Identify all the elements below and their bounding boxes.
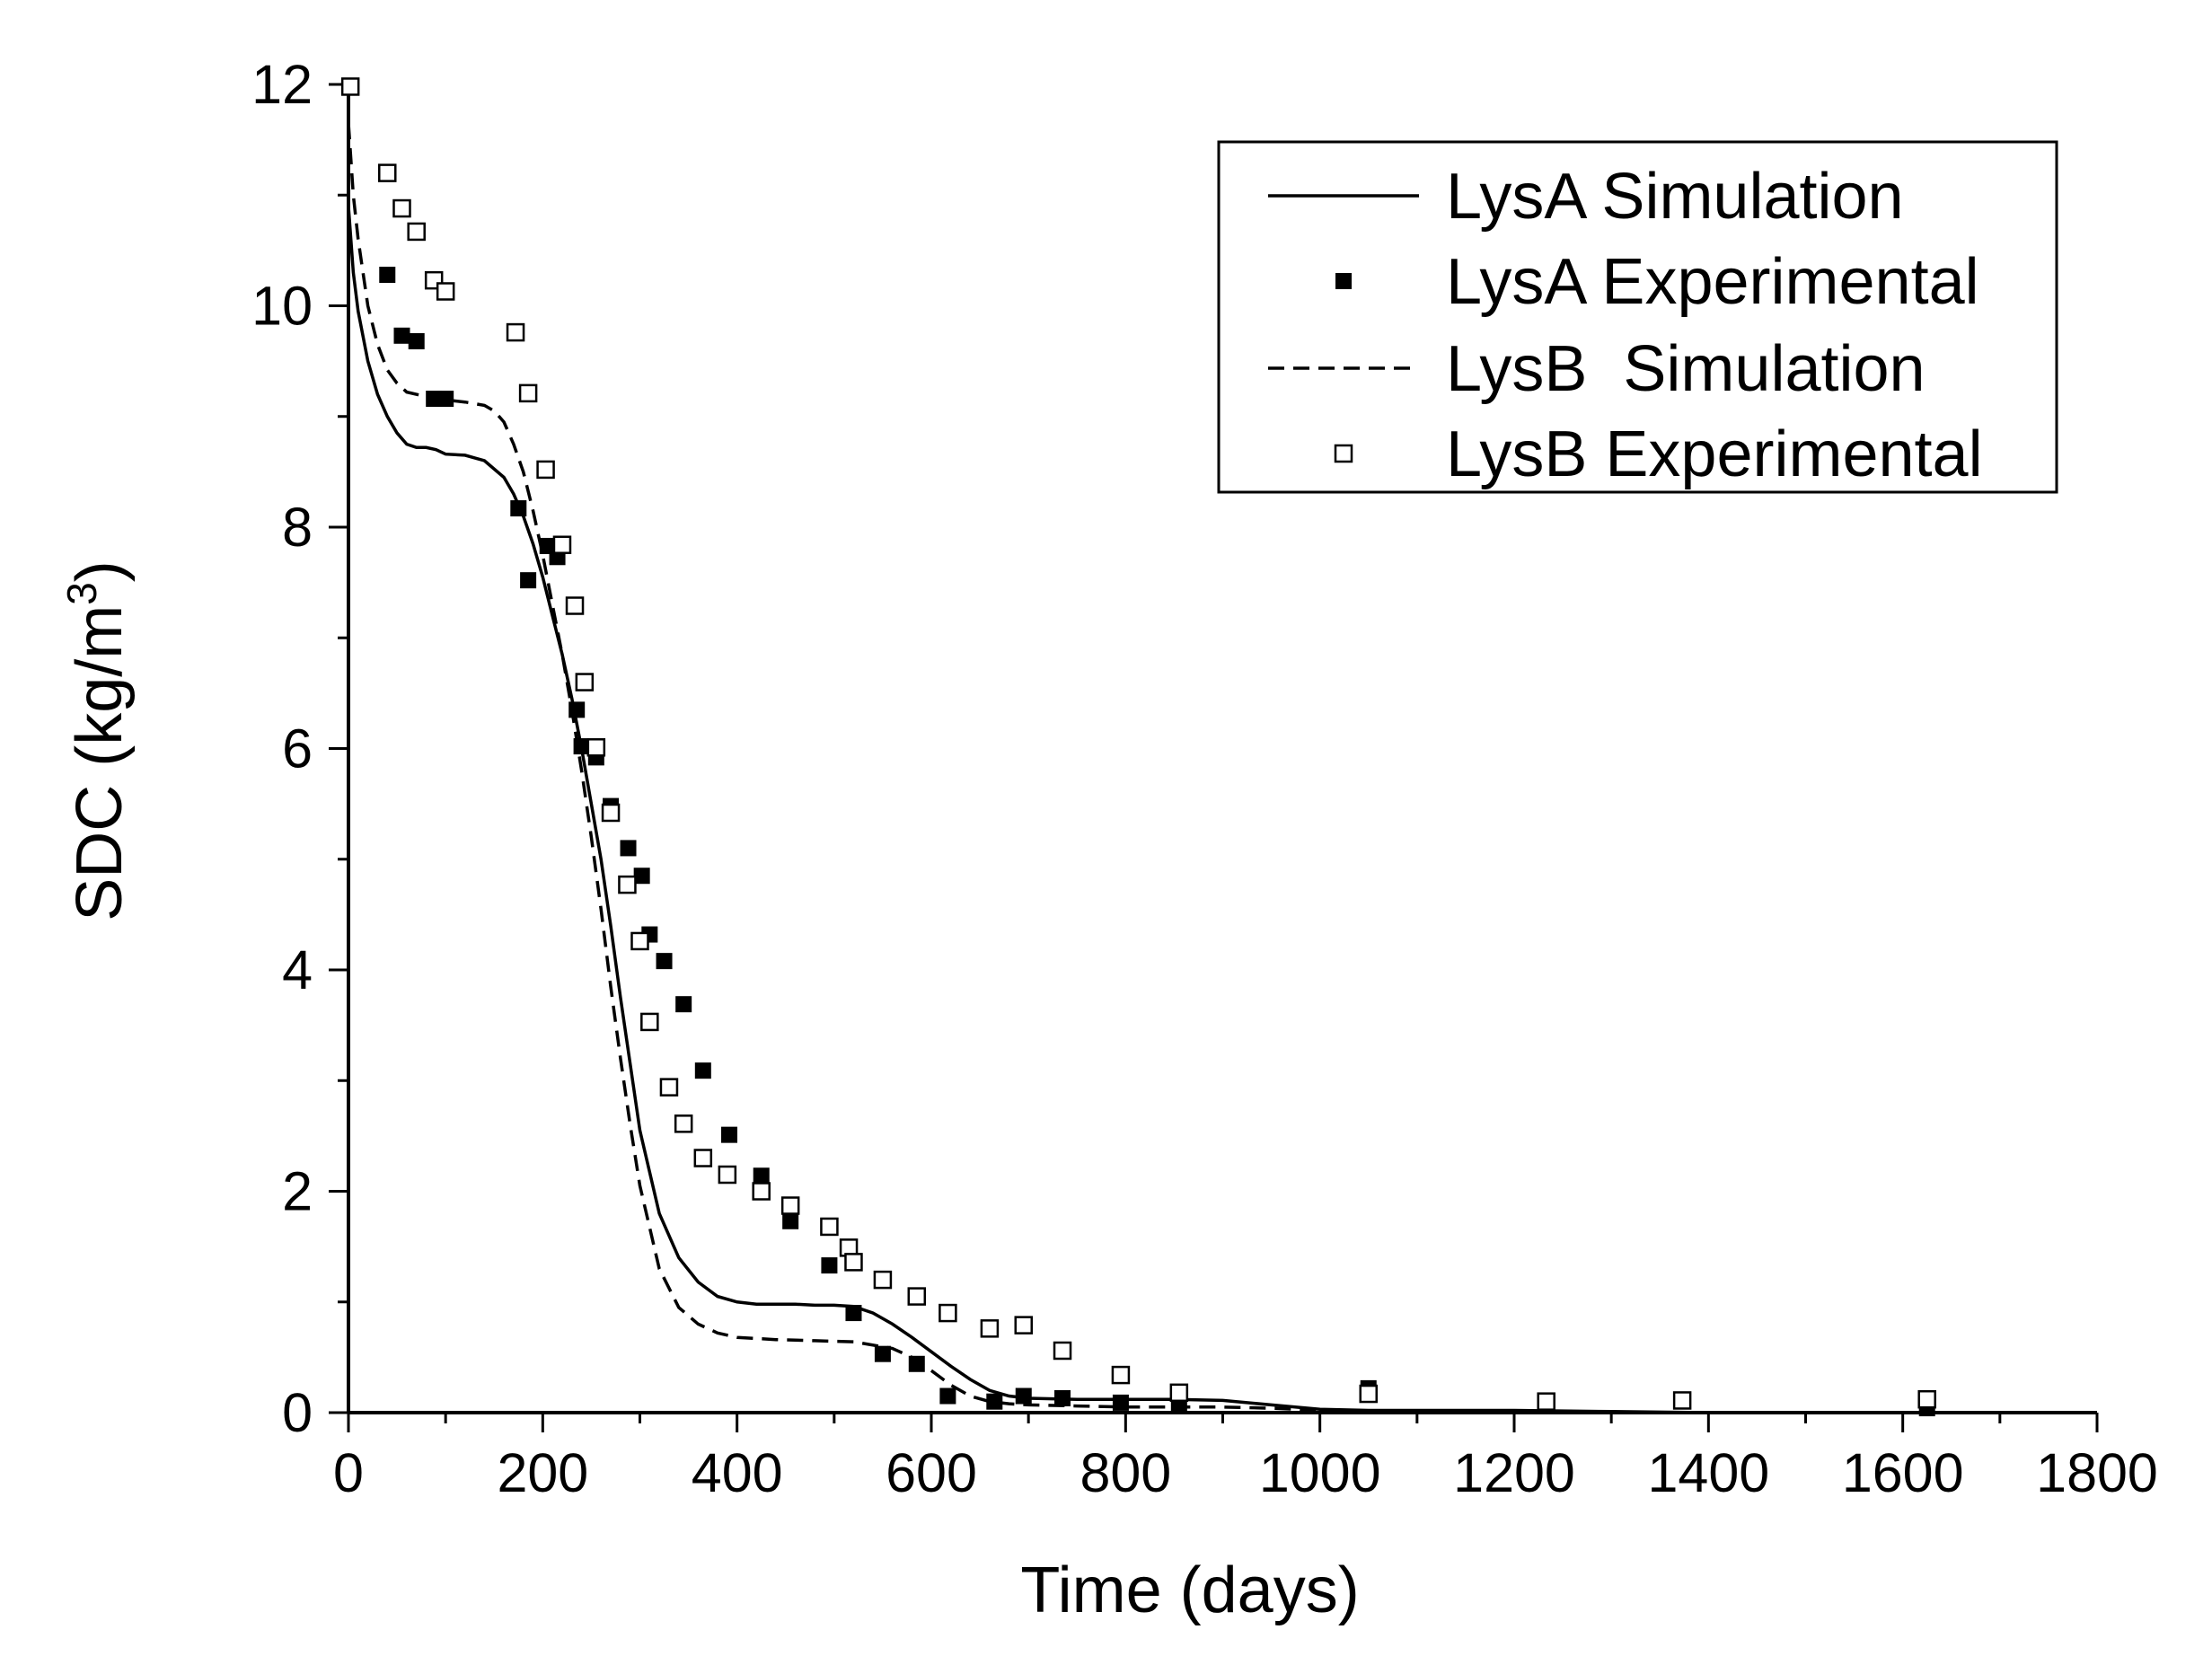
data-point xyxy=(618,875,637,894)
data-point xyxy=(1169,1383,1189,1403)
data-point xyxy=(718,1165,737,1185)
data-point xyxy=(939,1303,957,1323)
data-point xyxy=(640,1012,659,1032)
x-tick-label: 1600 xyxy=(1842,1442,1964,1503)
legend: LysA Simulation LysA Experimental LysB Sim… xyxy=(1217,140,2058,494)
data-point xyxy=(721,1126,738,1143)
y-axis-title-superscript: 3 xyxy=(58,582,105,605)
data-point xyxy=(693,1149,713,1167)
data-point xyxy=(908,1355,925,1372)
data-point xyxy=(782,1212,799,1229)
y-tick-label: 0 xyxy=(282,1382,313,1443)
data-point xyxy=(552,535,572,554)
axes-layer: 0 200 400 600 800 1000 1200 1400 1600 1800 0 2 4 6 8 10… xyxy=(251,54,2158,1503)
series-line xyxy=(347,122,1515,1414)
series-layer xyxy=(340,77,1936,1417)
data-point xyxy=(1359,1384,1378,1404)
data-point xyxy=(510,500,527,517)
y-tick-label: 6 xyxy=(282,718,313,780)
data-point xyxy=(586,738,606,757)
y-tick-label: 2 xyxy=(282,1161,313,1222)
y-tick-label: 12 xyxy=(251,54,313,115)
data-point xyxy=(980,1319,1000,1338)
data-point xyxy=(844,1253,863,1272)
data-point xyxy=(520,572,537,589)
x-tick-label: 1800 xyxy=(2036,1442,2158,1503)
x-tick-label: 0 xyxy=(333,1442,364,1503)
data-point xyxy=(986,1393,1003,1410)
x-tick-label: 200 xyxy=(497,1442,588,1503)
x-tick-label: 1200 xyxy=(1453,1442,1575,1503)
data-point xyxy=(575,673,595,691)
data-point xyxy=(630,931,649,951)
series-1 xyxy=(347,206,1709,1414)
data-point xyxy=(518,383,538,403)
data-point xyxy=(1014,1316,1034,1334)
data-point xyxy=(907,1287,927,1306)
data-point xyxy=(601,803,621,823)
data-point xyxy=(694,1062,711,1079)
data-point xyxy=(1672,1391,1692,1410)
legend-label: LysB Simulation xyxy=(1446,333,1926,405)
data-point xyxy=(633,868,650,885)
data-point xyxy=(1053,1341,1072,1361)
data-point xyxy=(437,391,454,408)
data-point xyxy=(753,1167,770,1185)
y-axis-title: SDC (kg/m3) xyxy=(58,560,136,921)
x-tick-label: 600 xyxy=(886,1442,977,1503)
data-point xyxy=(407,222,426,242)
data-point xyxy=(506,322,525,342)
data-point xyxy=(939,1387,956,1405)
data-point xyxy=(378,163,397,182)
data-point xyxy=(780,1196,800,1215)
data-point xyxy=(379,266,396,283)
x-axis-title: Time (days) xyxy=(1020,1555,1359,1626)
data-point xyxy=(674,1114,693,1133)
y-tick-label: 10 xyxy=(251,276,313,337)
legend-label: LysA Simulation xyxy=(1446,161,1904,233)
data-point xyxy=(1015,1387,1032,1405)
data-point xyxy=(340,77,360,96)
x-tick-label: 400 xyxy=(692,1442,783,1503)
data-point xyxy=(659,1078,679,1097)
legend-label: LysB Experimental xyxy=(1446,418,1983,490)
data-point xyxy=(873,1270,893,1290)
data-point xyxy=(752,1182,771,1201)
data-point xyxy=(1111,1365,1131,1385)
data-point xyxy=(392,198,411,218)
data-point xyxy=(1917,1389,1936,1409)
data-point xyxy=(436,282,455,301)
data-point xyxy=(408,332,425,349)
y-axis-title-main: SDC (kg/m xyxy=(64,605,136,921)
data-point xyxy=(536,460,555,480)
x-tick-label: 1400 xyxy=(1647,1442,1769,1503)
data-point xyxy=(821,1257,838,1274)
legend-marker-swatch xyxy=(1334,444,1353,463)
data-point xyxy=(656,953,673,970)
y-axis-title-suffix: ) xyxy=(64,560,136,582)
x-tick-label: 1000 xyxy=(1259,1442,1381,1503)
data-point xyxy=(1054,1389,1071,1406)
legend-box xyxy=(1217,140,2058,494)
series-line xyxy=(347,206,1709,1414)
data-point xyxy=(820,1217,839,1237)
series-4 xyxy=(340,77,1936,1411)
y-tick-label: 8 xyxy=(282,497,313,558)
legend-label: LysA Experimental xyxy=(1446,246,1979,318)
data-point xyxy=(393,327,410,344)
data-point xyxy=(565,596,585,615)
data-point xyxy=(675,996,692,1013)
data-point xyxy=(620,840,637,857)
legend-marker-swatch xyxy=(1335,273,1352,289)
series-3 xyxy=(347,122,1515,1414)
data-point xyxy=(1537,1392,1555,1411)
y-tick-label: 4 xyxy=(282,939,313,1000)
data-point xyxy=(845,1305,862,1322)
x-tick-label: 800 xyxy=(1080,1442,1171,1503)
data-point xyxy=(874,1345,891,1362)
